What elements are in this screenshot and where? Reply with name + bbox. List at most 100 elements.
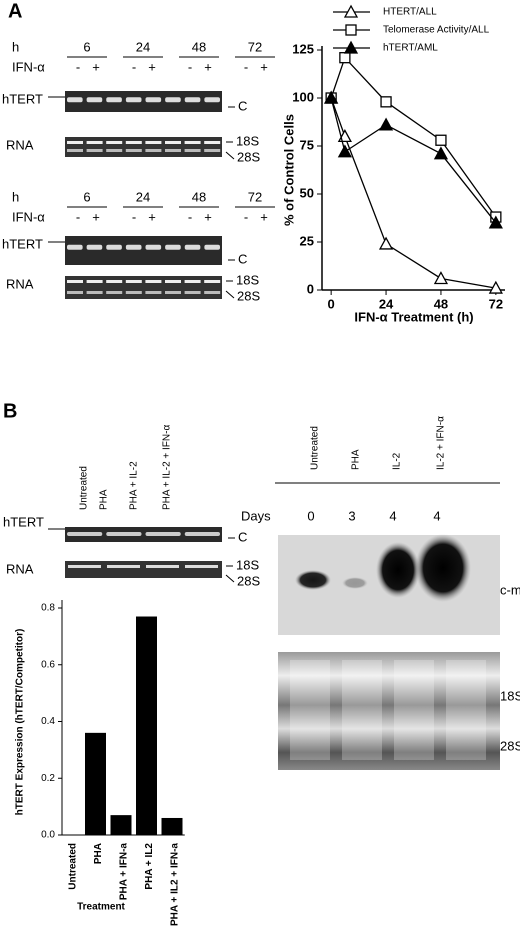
x-tick-label: 0 [328, 296, 335, 311]
lane-label: PHA + IL-2 + IFN-α [162, 425, 173, 510]
row-label: hTERT [2, 91, 43, 106]
legend-label: HTERT/ALL [383, 7, 437, 18]
sign: + [148, 59, 156, 74]
gel-band [204, 280, 221, 283]
y-tick-label: 0.2 [41, 773, 55, 784]
lane-label: Untreated [310, 426, 321, 470]
marker [380, 96, 392, 108]
gel-band [106, 291, 123, 294]
gel-band [86, 280, 103, 283]
gel-band [165, 280, 181, 283]
time-value: 24 [136, 189, 150, 204]
gel-band [86, 141, 103, 144]
blot-signal [376, 542, 420, 598]
marker-label: 18S [500, 688, 520, 703]
treatment-label: IFN-α [12, 209, 45, 224]
gel [65, 527, 222, 542]
gel-band [106, 280, 123, 283]
x-tick-label: 72 [489, 296, 503, 311]
sign: - [132, 209, 136, 224]
legend-marker [343, 40, 359, 54]
time-value: 6 [83, 189, 90, 204]
gel-band [106, 97, 122, 103]
gel-band [165, 291, 181, 294]
marker [433, 271, 449, 285]
gel-band [204, 141, 221, 144]
blot [278, 652, 500, 770]
x-tick-label: PHA + IL2 + IFN-a [170, 843, 181, 926]
gel-band [145, 97, 162, 103]
gel-band [184, 532, 220, 536]
bar [85, 732, 106, 835]
legend-marker [345, 24, 357, 36]
day-value: 4 [433, 508, 440, 523]
marker-label: 18S [236, 133, 259, 148]
pointer [225, 574, 235, 583]
sign: - [244, 59, 248, 74]
days-label: Days [241, 508, 271, 523]
day-value: 4 [389, 508, 396, 523]
gel-band [145, 532, 181, 536]
x-tick-label: 24 [379, 296, 394, 311]
blot-lane [394, 660, 434, 760]
gel-band [86, 244, 103, 250]
pointer [225, 290, 235, 299]
bar [136, 616, 157, 835]
gel [65, 236, 222, 265]
gel-band [67, 291, 83, 294]
row-label: hTERT [2, 236, 43, 251]
time-value: 72 [248, 189, 262, 204]
blot-lane [290, 660, 330, 760]
gel-band [106, 244, 122, 250]
sign: - [188, 59, 192, 74]
bar [110, 815, 132, 835]
gel-band [106, 141, 123, 144]
blot-lane [446, 660, 486, 760]
marker [378, 117, 394, 131]
gel-band [145, 149, 162, 152]
gel-band [67, 244, 83, 250]
gel-band [145, 291, 162, 294]
sign: + [204, 59, 212, 74]
marker [488, 280, 503, 294]
lane-label: Untreated [79, 466, 90, 510]
x-tick-label: PHA + IFN-a [119, 843, 130, 901]
marker-label: C [238, 251, 247, 266]
marker [435, 134, 447, 146]
gel-band [67, 141, 83, 144]
gel-band [184, 97, 201, 103]
series-line [330, 97, 497, 224]
time-label: h [12, 39, 19, 54]
gel-band [106, 532, 142, 536]
sign: + [204, 209, 212, 224]
sign: - [76, 209, 80, 224]
row-label: RNA [6, 561, 34, 576]
x-tick-label: PHA [93, 843, 104, 864]
treatment-label: IFN-α [12, 59, 45, 74]
y-tick-label: 50 [300, 185, 314, 200]
gel-band [204, 149, 221, 152]
row-label: RNA [6, 137, 34, 152]
gel-band [125, 149, 142, 152]
x-tick-label: 48 [434, 296, 448, 311]
row-label: RNA [6, 276, 34, 291]
gel [65, 276, 222, 299]
marker [337, 144, 352, 158]
gel-band [67, 97, 83, 103]
series-line [330, 56, 497, 218]
pointer [225, 151, 235, 160]
bar [161, 817, 183, 835]
gel [65, 91, 222, 112]
time-value: 6 [83, 39, 90, 54]
gel-band [145, 141, 162, 144]
gel-band [125, 97, 142, 103]
marker-label: 28S [237, 288, 260, 303]
y-axis-label: hTERT Expression (hTERT/Competitor) [15, 629, 26, 816]
y-tick-label: 75 [300, 137, 314, 152]
gel-band [204, 291, 221, 294]
gel-band [107, 565, 140, 568]
y-tick-label: 0.0 [41, 830, 55, 841]
y-axis-label: % of Control Cells [281, 114, 296, 226]
sign: - [188, 209, 192, 224]
row-label: hTERT [3, 514, 44, 529]
